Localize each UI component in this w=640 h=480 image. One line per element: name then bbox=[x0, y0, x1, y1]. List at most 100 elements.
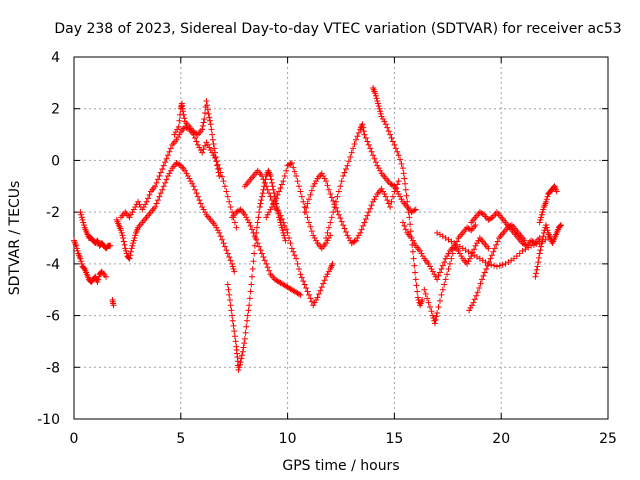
data-point bbox=[434, 276, 441, 283]
data-point bbox=[276, 209, 283, 216]
data-point bbox=[233, 224, 240, 231]
data-point bbox=[425, 260, 432, 267]
data-point bbox=[341, 225, 348, 232]
data-point bbox=[206, 114, 213, 121]
data-point bbox=[280, 219, 287, 226]
data-point bbox=[277, 212, 284, 219]
y-tick-label: -2 bbox=[46, 205, 60, 221]
data-point bbox=[202, 110, 209, 117]
data-point bbox=[250, 229, 257, 236]
data-point bbox=[294, 260, 301, 267]
data-point bbox=[330, 209, 337, 216]
series-track-p bbox=[434, 229, 552, 270]
data-point bbox=[311, 180, 318, 187]
data-point bbox=[354, 133, 361, 140]
data-point bbox=[400, 170, 407, 177]
data-point bbox=[359, 121, 366, 128]
data-point bbox=[362, 135, 369, 142]
data-point bbox=[540, 206, 547, 213]
data-point bbox=[382, 121, 389, 128]
data-point bbox=[221, 183, 228, 190]
data-point bbox=[494, 238, 501, 245]
data-point bbox=[257, 247, 264, 254]
data-point bbox=[372, 159, 379, 166]
data-point bbox=[256, 203, 263, 210]
data-point bbox=[419, 253, 426, 260]
data-point bbox=[162, 159, 169, 166]
data-point bbox=[294, 178, 301, 185]
data-point bbox=[73, 242, 80, 249]
data-point bbox=[214, 162, 221, 169]
data-point bbox=[219, 173, 226, 180]
data-point bbox=[126, 214, 133, 221]
data-point bbox=[355, 232, 362, 239]
series-track-t bbox=[536, 183, 560, 226]
data-point bbox=[344, 162, 351, 169]
data-point bbox=[470, 299, 477, 306]
data-point bbox=[442, 255, 449, 262]
data-point bbox=[249, 266, 256, 273]
data-point bbox=[456, 250, 463, 257]
data-point bbox=[266, 190, 273, 197]
data-point bbox=[493, 241, 500, 248]
y-tick-label: 0 bbox=[51, 153, 60, 169]
data-point bbox=[261, 179, 268, 186]
data-point bbox=[419, 297, 426, 304]
data-point bbox=[317, 287, 324, 294]
data-point bbox=[451, 245, 458, 252]
data-point bbox=[297, 188, 304, 195]
data-point bbox=[78, 214, 85, 221]
data-point bbox=[193, 138, 200, 145]
data-point bbox=[402, 180, 409, 187]
data-point bbox=[467, 304, 474, 311]
data-point bbox=[174, 134, 181, 141]
data-point bbox=[537, 247, 544, 254]
data-point bbox=[216, 229, 223, 236]
data-point bbox=[338, 218, 345, 225]
data-point bbox=[227, 257, 234, 264]
data-point bbox=[277, 185, 284, 192]
data-point bbox=[491, 245, 498, 252]
data-point bbox=[513, 253, 520, 260]
data-point bbox=[370, 198, 377, 205]
data-point bbox=[370, 152, 377, 159]
data-point bbox=[538, 211, 545, 218]
series-track-i bbox=[241, 167, 336, 309]
data-point bbox=[77, 255, 84, 262]
data-point bbox=[469, 302, 476, 309]
data-point bbox=[385, 128, 392, 135]
data-point bbox=[224, 250, 231, 257]
data-point bbox=[204, 102, 211, 109]
data-point bbox=[282, 237, 289, 244]
data-point bbox=[305, 291, 312, 298]
data-point bbox=[228, 307, 235, 314]
data-point bbox=[278, 216, 285, 223]
data-point bbox=[295, 266, 302, 273]
data-point bbox=[291, 252, 298, 259]
data-point bbox=[395, 152, 402, 159]
data-point bbox=[251, 250, 258, 257]
data-point bbox=[232, 338, 239, 345]
data-point bbox=[381, 118, 388, 125]
data-point bbox=[261, 257, 268, 264]
data-point bbox=[226, 291, 233, 298]
data-point bbox=[538, 214, 545, 221]
data-point bbox=[331, 203, 338, 210]
data-point bbox=[223, 247, 230, 254]
data-point bbox=[432, 273, 439, 280]
data-point bbox=[342, 166, 349, 173]
data-point bbox=[281, 172, 288, 179]
data-point bbox=[179, 108, 186, 115]
data-point bbox=[186, 175, 193, 182]
data-point bbox=[207, 147, 214, 154]
data-point bbox=[324, 271, 331, 278]
data-point bbox=[368, 148, 375, 155]
data-point bbox=[540, 233, 547, 240]
data-point bbox=[194, 141, 201, 148]
data-point bbox=[473, 292, 480, 299]
data-point bbox=[231, 333, 238, 340]
data-point bbox=[327, 219, 334, 226]
data-point bbox=[412, 269, 419, 276]
data-point bbox=[364, 212, 371, 219]
y-tick-label: -6 bbox=[46, 309, 60, 325]
